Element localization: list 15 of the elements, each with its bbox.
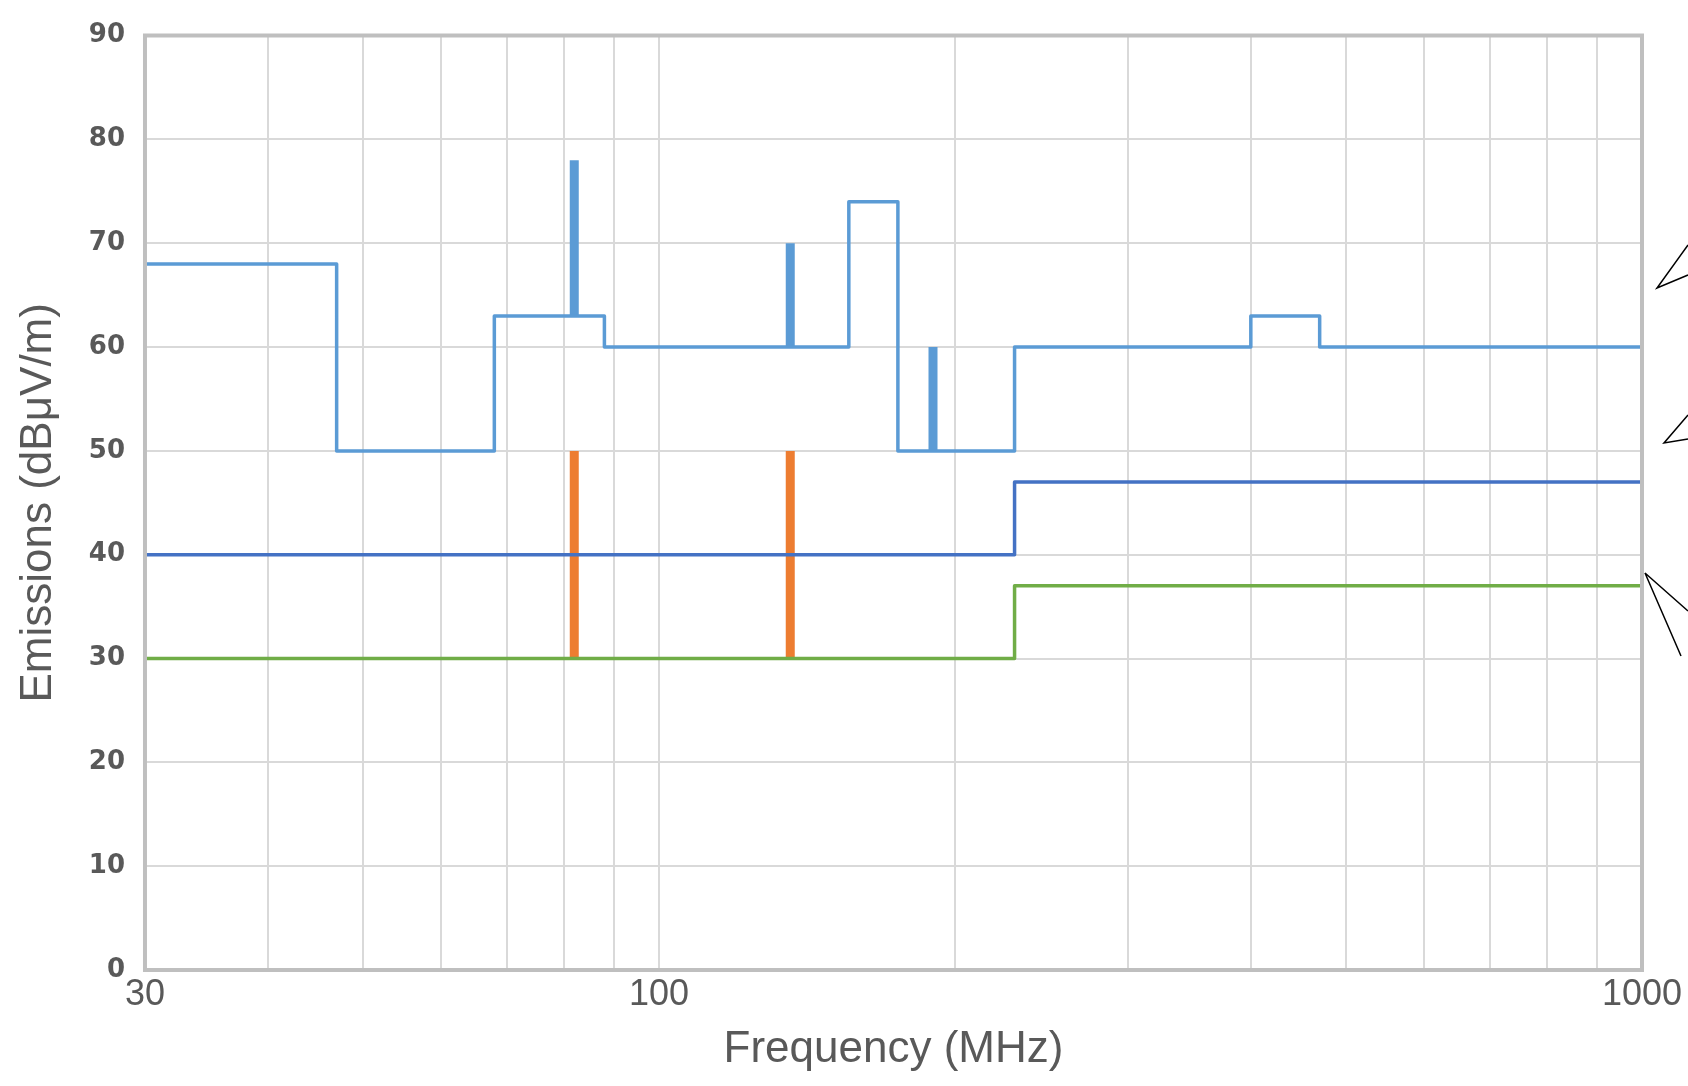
x-axis-title: Frequency (MHz) xyxy=(723,1021,1064,1071)
y-tick-label: 20 xyxy=(88,745,125,776)
y-tick-label: 50 xyxy=(88,433,125,464)
y-tick-label: 60 xyxy=(88,329,125,360)
y-tick-label: 0 xyxy=(106,952,125,983)
y-tick-label: 70 xyxy=(88,225,125,256)
x-tick-label: 30 xyxy=(124,971,166,1013)
y-tick-label: 80 xyxy=(88,122,125,153)
y-axis-title: Emissions (dBμV/m) xyxy=(10,303,60,703)
x-tick-label: 100 xyxy=(628,971,690,1013)
y-tick-label: 30 xyxy=(88,641,125,672)
x-tick-label: 1000 xyxy=(1601,971,1683,1013)
y-tick-label: 40 xyxy=(88,537,125,568)
y-tick-label: 10 xyxy=(88,848,125,879)
y-tick-label: 90 xyxy=(88,18,125,49)
